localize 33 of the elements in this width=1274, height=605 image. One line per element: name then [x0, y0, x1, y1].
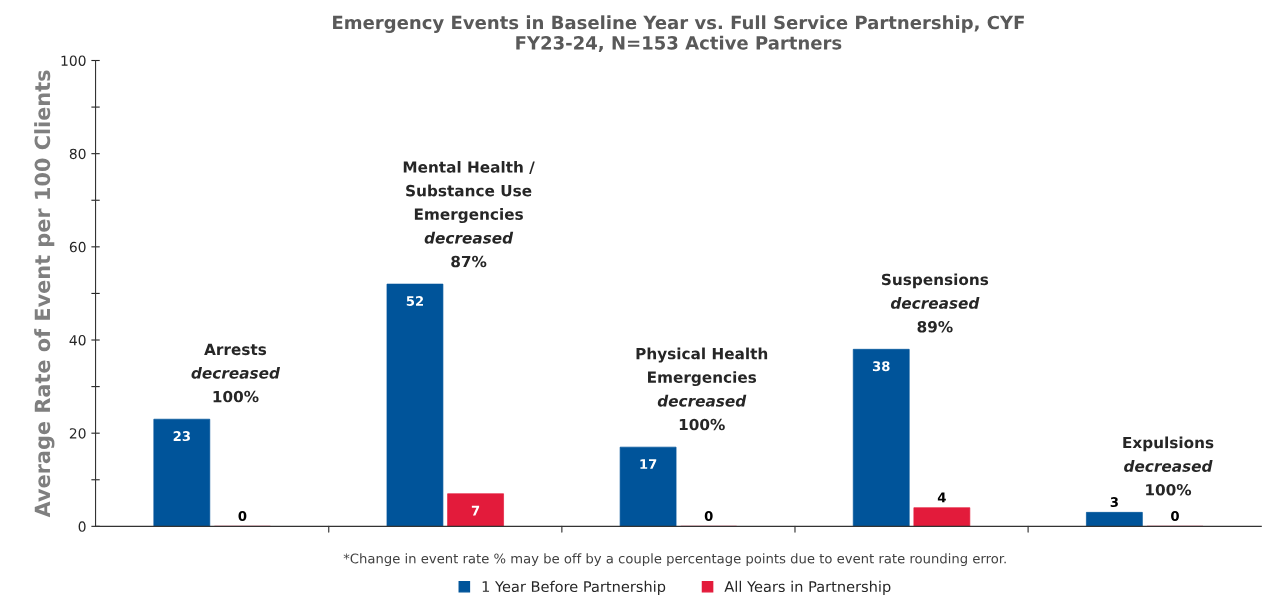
legend-label: All Years in Partnership: [724, 580, 891, 595]
annotation: Mental Health / Substance Use Emergencies decreased 87%: [403, 160, 535, 268]
data-label: 52: [406, 296, 423, 306]
chart-title: Emergency Events in Baseline Year vs. Full Service Partnership, CYF FY23-24, N=153 Active Partners: [333, 15, 1024, 52]
data-label: 0: [1171, 511, 1179, 522]
data-label: 23: [173, 431, 190, 442]
y-tick-label: 80: [69, 148, 86, 160]
data-label: 38: [872, 361, 890, 372]
y-axis-title: Average Rate of Event per 100 Clients: [34, 70, 55, 518]
data-label: 17: [640, 459, 657, 469]
bar: [1086, 512, 1143, 527]
y-tick-label: 20: [69, 428, 86, 439]
data-label: 0: [238, 511, 247, 522]
bar: [447, 493, 504, 527]
data-label: 7: [471, 505, 480, 516]
bar: [153, 418, 211, 527]
bar: [386, 283, 444, 527]
annotation: Expulsions decreased 100%: [1123, 436, 1214, 496]
legend-label: 1 Year Before Partnership: [482, 580, 666, 595]
bar: [852, 348, 910, 527]
y-tick-label: 100: [61, 55, 86, 66]
data-label: 4: [937, 492, 946, 503]
annotation: Physical Health Emergencies decreased 100%: [636, 347, 768, 431]
y-tick-label: 0: [78, 521, 86, 532]
bar: [619, 446, 677, 527]
text: *Change in event rate % may be off by a couple percentage points due to event rate rounding error.: [343, 553, 1006, 567]
annotation: Arrests decreased 100%: [191, 343, 281, 403]
bar: [913, 507, 971, 527]
y-tick-label: 40: [69, 334, 86, 346]
data-label: 0: [704, 511, 713, 522]
annotation: Suspensions decreased 89%: [881, 273, 989, 333]
y-tick-label: 60: [69, 241, 86, 253]
data-label: 3: [1110, 497, 1118, 508]
